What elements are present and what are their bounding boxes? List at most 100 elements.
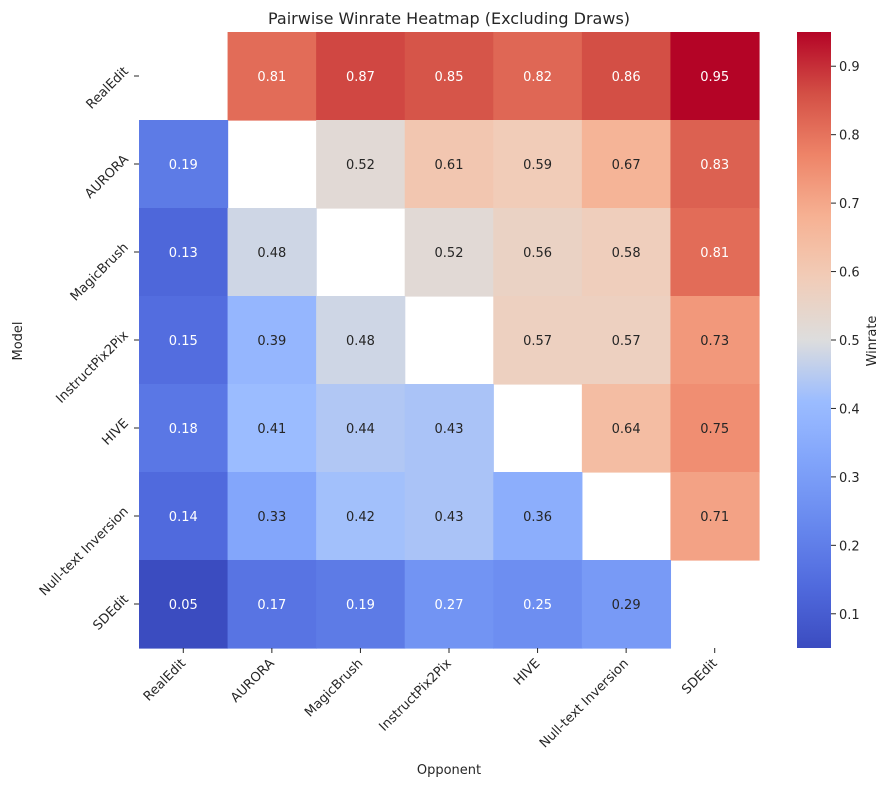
cell-value-label: 0.85 [435, 70, 464, 85]
heatmap-cell [493, 120, 583, 209]
cell-value-label: 0.27 [435, 598, 464, 613]
cell-value-label: 0.61 [435, 158, 464, 173]
heatmap-cell [581, 120, 672, 209]
heatmap-cell [404, 472, 494, 561]
heatmap-cell [581, 296, 672, 385]
heatmap-cell [316, 32, 406, 121]
cell-value-label: 0.43 [435, 510, 464, 525]
cell-value-label: 0.15 [169, 334, 198, 349]
x-axis: RealEdit AURORA MagicBrush InstructPix2Pix H… [141, 648, 721, 751]
cell-value-label: 0.75 [700, 422, 729, 437]
cell-value-label: 0.59 [523, 158, 552, 173]
heatmap-cell [316, 296, 406, 385]
cell-value-label: 0.29 [612, 598, 641, 613]
cell-value-label: 0.95 [700, 70, 729, 85]
heatmap-cell [316, 472, 406, 561]
cell-value-label: 0.48 [346, 334, 375, 349]
cell-value-label: 0.81 [257, 70, 286, 85]
heatmap-cell [670, 208, 760, 297]
cell-value-label: 0.25 [523, 598, 552, 613]
colorbar-tick-label: 0.7 [839, 197, 860, 212]
heatmap-cell [493, 472, 583, 561]
colorbar-tick-label: 0.6 [839, 266, 860, 281]
heatmap-cell [670, 384, 760, 473]
x-tick-label: RealEdit [141, 656, 189, 704]
cell-value-label: 0.44 [346, 422, 375, 437]
x-tick-label: MagicBrush [302, 656, 366, 720]
cell-value-label: 0.19 [169, 158, 198, 173]
cell-value-label: 0.17 [257, 598, 286, 613]
cell-value-label: 0.18 [169, 422, 198, 437]
heatmap-cell [316, 560, 406, 649]
heatmap-cell [316, 120, 406, 209]
heatmap-cell [227, 296, 317, 385]
cell-value-label: 0.13 [169, 246, 198, 261]
heatmap-cell [404, 32, 494, 121]
cell-value-label: 0.73 [700, 334, 729, 349]
cell-value-label: 0.58 [612, 246, 641, 261]
y-tick-label: MagicBrush [68, 240, 132, 304]
y-tick-label: SDEdit [91, 592, 132, 633]
heatmap-cell [670, 120, 760, 209]
colorbar-tick-label: 0.8 [839, 129, 860, 144]
heatmap-cell [493, 560, 583, 649]
heatmap-cell [493, 296, 583, 385]
heatmap-cell [581, 32, 672, 121]
heatmap-cell [139, 120, 229, 209]
x-tick-label: InstructPix2Pix [377, 656, 456, 735]
heatmap-cell [227, 472, 317, 561]
heatmap-cell [227, 560, 317, 649]
cell-value-label: 0.05 [169, 598, 198, 613]
heatmap-cell [139, 472, 229, 561]
colorbar-tick-label: 0.9 [839, 60, 860, 75]
y-axis-label: Model [11, 321, 26, 360]
chart-title: Pairwise Winrate Heatmap (Excluding Draw… [268, 9, 630, 28]
heatmap-cell [670, 32, 760, 121]
cell-value-label: 0.52 [435, 246, 464, 261]
cell-value-label: 0.87 [346, 70, 375, 85]
cell-value-label: 0.81 [700, 246, 729, 261]
heatmap-cell [670, 472, 760, 561]
colorbar-tick-label: 0.3 [839, 471, 860, 486]
y-tick-label: HIVE [100, 416, 132, 448]
heatmap-cell [581, 560, 672, 649]
heatmap-cell [227, 32, 317, 121]
cell-value-label: 0.56 [523, 246, 552, 261]
heatmap-cell [581, 208, 672, 297]
cell-value-label: 0.48 [257, 246, 286, 261]
heatmap-cell [139, 560, 229, 649]
y-tick-label: AURORA [82, 152, 132, 202]
heatmap-cell [404, 560, 494, 649]
heatmap-cell [404, 120, 494, 209]
colorbar-tick-label: 0.1 [839, 608, 860, 623]
cell-value-label: 0.52 [346, 158, 375, 173]
cell-value-label: 0.57 [523, 334, 552, 349]
heatmap-cell [404, 208, 494, 297]
cell-value-label: 0.71 [700, 510, 729, 525]
heatmap-cell [139, 208, 229, 297]
y-axis: RealEdit AURORA MagicBrush InstructPix2Pix H… [37, 64, 139, 634]
cell-value-label: 0.64 [612, 422, 641, 437]
heatmap-cell [404, 384, 494, 473]
cell-value-label: 0.19 [346, 598, 375, 613]
y-tick-label: RealEdit [84, 64, 132, 112]
cell-value-label: 0.43 [435, 422, 464, 437]
cell-value-label: 0.86 [612, 70, 641, 85]
cell-value-label: 0.39 [257, 334, 286, 349]
heatmap-cell [139, 384, 229, 473]
heatmap-cell [139, 296, 229, 385]
heatmap-cell [493, 208, 583, 297]
colorbar-tick-label: 0.4 [839, 402, 860, 417]
x-tick-label: HIVE [511, 656, 543, 688]
heatmap-cell [316, 384, 406, 473]
x-tick-label: SDEdit [679, 656, 720, 697]
colorbar [797, 32, 831, 648]
colorbar-label: Winrate [865, 316, 880, 367]
heatmap-cell [581, 384, 672, 473]
cell-value-label: 0.57 [612, 334, 641, 349]
x-tick-label: AURORA [228, 656, 278, 706]
colorbar-tick-label: 0.2 [839, 539, 860, 554]
cell-value-label: 0.41 [257, 422, 286, 437]
cell-value-label: 0.14 [169, 510, 198, 525]
